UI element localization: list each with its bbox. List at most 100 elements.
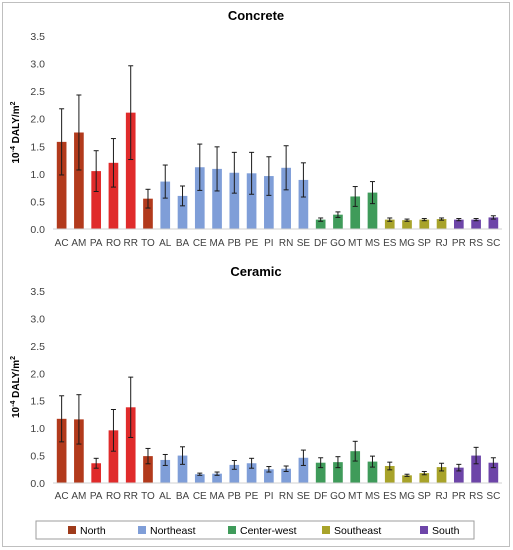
x-tick-label: SE [297, 491, 311, 502]
legend-label: North [80, 525, 106, 537]
bar-pa [91, 463, 102, 483]
bar-sp [419, 219, 430, 229]
bar-ms [367, 461, 378, 483]
bar-pr [453, 219, 464, 229]
bar-am [74, 132, 84, 229]
bar-rj [436, 219, 447, 229]
bar-df [315, 462, 326, 483]
x-tick-label: RO [106, 238, 121, 249]
bar-se [298, 179, 309, 229]
x-tick-label: ES [383, 491, 397, 502]
x-tick-label: AL [159, 491, 172, 502]
x-tick-label: PA [90, 238, 103, 249]
x-tick-label: SP [418, 238, 432, 249]
x-tick-label: AC [55, 491, 69, 502]
x-tick-label: ES [383, 238, 397, 249]
bar-mg [402, 475, 412, 483]
x-tick-label: SP [418, 491, 432, 502]
y-tick-label: 1.0 [30, 423, 45, 435]
x-tick-label: MG [399, 238, 415, 249]
bar-pe [246, 463, 257, 483]
y-tick-label: 0.0 [30, 478, 45, 490]
x-tick-label: CE [193, 238, 207, 249]
bar-ac [56, 141, 67, 229]
legend-label: Southeast [334, 525, 381, 537]
legend-label: Northeast [150, 525, 196, 537]
bar-pe [246, 173, 257, 229]
x-tick-label: MA [210, 491, 225, 502]
y-tick-label: 0.5 [30, 196, 45, 208]
x-tick-label: RO [106, 491, 121, 502]
x-tick-label: RJ [435, 491, 447, 502]
x-tick-label: BA [176, 238, 190, 249]
bar-ma [212, 473, 222, 483]
x-tick-label: PA [90, 491, 103, 502]
x-tick-label: PB [228, 238, 242, 249]
bar-es [384, 219, 395, 229]
bar-sp [419, 473, 430, 483]
bar-rs [471, 455, 481, 483]
x-tick-label: DF [314, 491, 327, 502]
bar-rr [125, 112, 136, 229]
bar-pb [229, 464, 240, 483]
legend-box [35, 520, 475, 540]
y-tick-label: 3.5 [30, 286, 45, 298]
bar-ro [108, 162, 119, 229]
y-tick-label: 3.5 [30, 31, 45, 43]
bar-pb [229, 172, 240, 229]
bar-to [143, 456, 153, 483]
x-tick-label: GO [330, 491, 346, 502]
legend-swatch-northeast [138, 526, 146, 534]
bar-se [298, 457, 309, 483]
x-tick-label: TO [141, 491, 155, 502]
x-tick-label: RN [279, 238, 293, 249]
x-tick-label: PR [452, 491, 466, 502]
bar-ba [177, 195, 188, 229]
bar-to [143, 198, 153, 229]
legend-label: South [432, 525, 460, 537]
x-tick-label: PB [228, 491, 242, 502]
x-tick-label: BA [176, 491, 190, 502]
y-axis-label: 10-4 DALY/m2 [10, 356, 22, 418]
chart-title: Ceramic [230, 264, 281, 279]
x-tick-label: SE [297, 238, 311, 249]
y-tick-label: 2.5 [30, 341, 45, 353]
bar-ce [194, 474, 205, 483]
x-tick-label: RR [123, 491, 137, 502]
bar-rr [125, 407, 136, 483]
bar-df [315, 219, 326, 229]
legend-swatch-center-west [228, 526, 236, 534]
y-tick-label: 1.0 [30, 169, 45, 181]
bar-ms [367, 192, 378, 229]
legend: North Northeast Center-west Southeast South [35, 520, 475, 540]
x-tick-label: RS [469, 491, 483, 502]
x-tick-label: MG [399, 491, 415, 502]
bar-sc [488, 462, 499, 483]
x-tick-label: MA [210, 238, 225, 249]
x-tick-label: PE [245, 238, 259, 249]
bar-pr [453, 467, 464, 483]
bar-sc [488, 217, 499, 229]
bar-pi [264, 469, 274, 483]
y-tick-label: 2.0 [30, 368, 45, 380]
bar-rj [436, 467, 447, 483]
x-tick-label: CE [193, 491, 207, 502]
x-tick-label: MS [365, 238, 380, 249]
y-axis-label: 10-4 DALY/m2 [10, 101, 22, 163]
bar-ce [194, 167, 205, 229]
bar-ba [177, 455, 188, 483]
x-tick-label: SC [486, 238, 500, 249]
y-tick-label: 2.0 [30, 114, 45, 126]
bar-al [160, 459, 171, 483]
legend-swatch-south [420, 526, 428, 534]
x-tick-label: PI [264, 238, 273, 249]
y-tick-label: 0.0 [30, 224, 45, 236]
x-tick-label: PR [452, 238, 466, 249]
x-tick-label: PI [264, 491, 273, 502]
y-tick-label: 2.5 [30, 86, 45, 98]
bar-ac [56, 418, 67, 483]
x-tick-label: AC [55, 238, 69, 249]
x-tick-label: PE [245, 491, 259, 502]
bar-mt [350, 451, 361, 483]
x-tick-label: TO [141, 238, 155, 249]
